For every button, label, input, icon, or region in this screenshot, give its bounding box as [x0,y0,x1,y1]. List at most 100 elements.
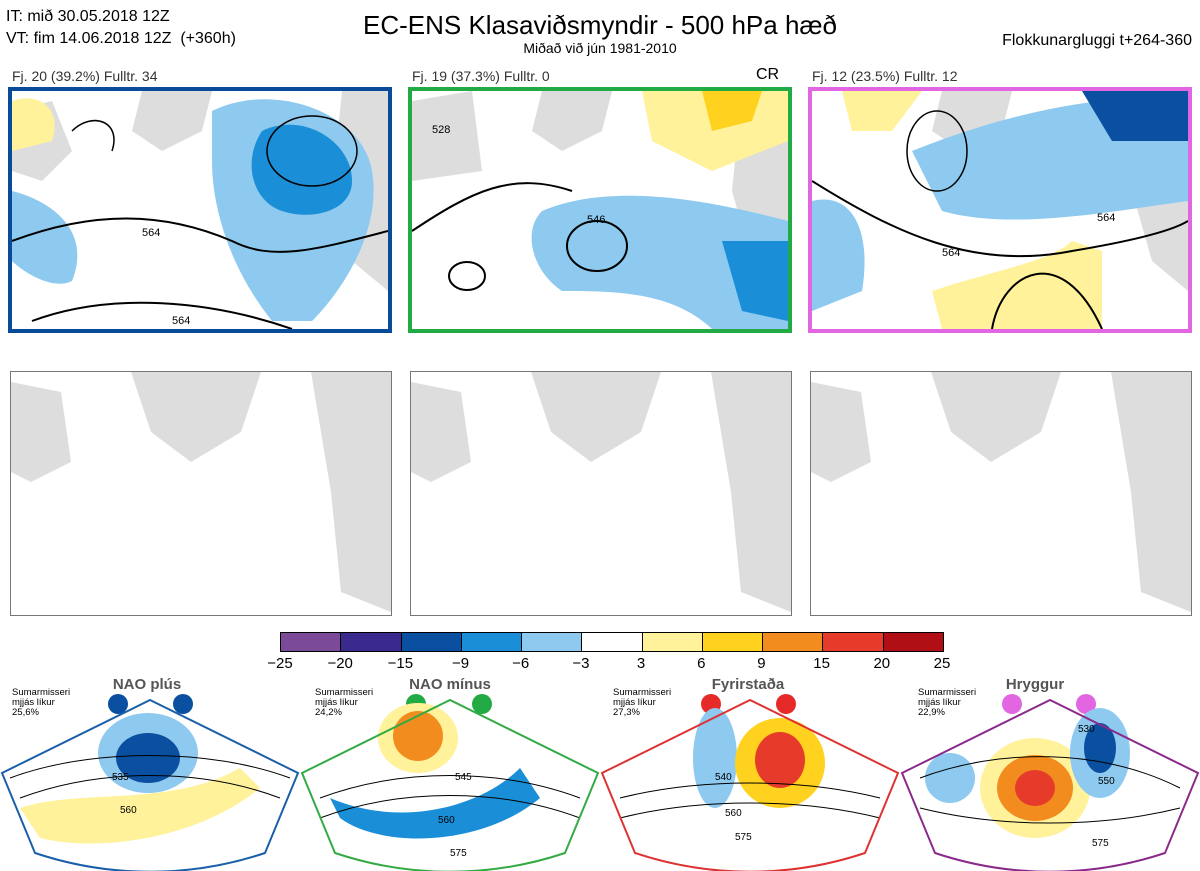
anomaly-pos-light [12,98,55,151]
anomaly-pos-strong [755,732,805,788]
anomaly-neg [330,768,540,839]
high-contour [991,272,1103,329]
regime-3-border [600,698,900,871]
anomaly-pos-light-2 [932,241,1102,329]
regime-indicator-dot [1076,694,1096,714]
cluster-1-map[interactable]: 564 564 [8,87,392,333]
cluster-1-label: Fj. 20 (39.2%) Fulltr. 34 [12,68,158,84]
contour-546 [71,120,115,152]
anomaly-pos [20,768,260,844]
contour-label: 575 [1092,838,1109,849]
anomaly-neg-light-2 [925,753,975,803]
colorbar-tick: 6 [697,655,706,672]
regime-4-title: Hryggur [1005,676,1065,693]
contour-label: 546 [587,214,605,226]
contour-564 [812,180,1188,258]
regime-indicator-dot [776,694,796,714]
contour [19,775,281,799]
colorbar [280,632,944,652]
anomaly-neg-dark [1082,91,1188,141]
spread-map-2[interactable] [410,371,792,616]
cluster-3-map[interactable]: 564 564 [808,87,1192,333]
land-mass [11,372,391,612]
cluster-2-label: Fj. 19 (37.3%) Fulltr. 0 [412,68,550,84]
greenland-land [532,91,612,151]
colorbar-tick: 15 [813,655,830,672]
regime-2-map: 545 560 575 [300,694,600,871]
colorbar-segment [281,633,342,651]
anomaly-neg-mid [722,241,788,321]
canada-land [412,91,482,181]
contour-label: 560 [725,808,742,819]
anomaly-neg-dark [116,733,180,783]
contour [619,782,881,799]
contour [919,756,1181,789]
colorbar-segment [642,633,703,651]
colorbar-tick: −9 [451,655,470,672]
contour [319,795,581,819]
regime-1-title: NAO plús [112,676,182,693]
regime-3-note: Sumarmisseri mjjás líkur 27,3% [613,687,672,718]
colorbar-tick: −15 [387,655,414,672]
representative-tag: CR [756,66,780,83]
regime-indicator-dot [173,694,193,714]
anomaly-pos-strong [393,711,443,761]
regime-4-note: Sumarmisseri mjjás líkur 22,9% [918,687,977,718]
regime-3-title: Fyrirstaða [711,676,785,693]
colorbar-segment [582,633,643,651]
land-mass [811,372,1191,612]
header-times: IT: mið 30.05.2018 12Z VT: fim 14.06.2018… [6,6,236,50]
anomaly-pos-mid [702,91,762,131]
contour-label: 564 [942,247,960,259]
contour-label: 560 [438,815,455,826]
regime-indicator-dot [108,694,128,714]
anomaly-neg-light-2 [812,199,865,311]
contour [319,775,581,799]
contour-label: 564 [1097,212,1115,224]
contour-label: 528 [432,124,450,136]
colorbar-tick: −3 [572,655,590,672]
colorbar-tick: 3 [636,655,646,672]
anomaly-neg-light [531,195,788,329]
anomaly-neg-light-2 [12,191,78,284]
contour [619,802,881,819]
regime-indicator-dot [1002,694,1022,714]
anomaly-pos-strong [1015,770,1055,806]
colorbar-tick: −20 [327,655,353,672]
colorbar-tick: 20 [873,655,891,672]
contour [9,755,291,779]
spread-map-1[interactable] [10,371,392,616]
contour-label: 564 [142,227,160,239]
contour-label: 535 [112,772,129,783]
regime-4-map: 530 550 575 [900,694,1200,871]
regime-maps: 535 560 545 560 575 540 560 575 [0,694,1200,871]
colorbar-segment [823,633,884,651]
spread-map-3[interactable] [810,371,1192,616]
contour-label: 575 [735,832,752,843]
page-title: EC-ENS Klasaviðsmyndir - 500 hPa hæð [363,10,837,40]
regime-1-map: 535 560 [0,694,300,871]
contour-label: 545 [455,772,472,783]
low-center-contour [906,110,968,192]
colorbar-tick: 25 [933,655,951,672]
greenland-land [132,91,212,151]
regime-1-border [0,698,300,871]
page-subtitle: Miðað við jún 1981-2010 [523,40,677,56]
window-label: Flokkunargluggi t+264-360 [1002,32,1192,49]
colorbar-tick: −25 [267,655,293,672]
cluster-2-map[interactable]: 546 528 [408,87,792,333]
colorbar-segment [702,633,764,651]
contour [919,807,1181,824]
contour-label: 540 [715,772,732,783]
contour-564 [12,217,388,253]
contour-564-south [31,301,293,329]
valid-time: VT: fim 14.06.2018 12Z (+360h) [6,30,236,47]
contour-564 [412,182,573,232]
land-mass [411,372,791,612]
regime-indicator-dot [472,694,492,714]
low-center-contour [448,261,486,291]
regime-2-border [300,698,600,871]
regime-1-note: Sumarmisseri mjjás líkur 25,6% [12,687,71,718]
regime-2-title: NAO mínus [409,676,491,693]
anomaly-neg [693,708,737,808]
